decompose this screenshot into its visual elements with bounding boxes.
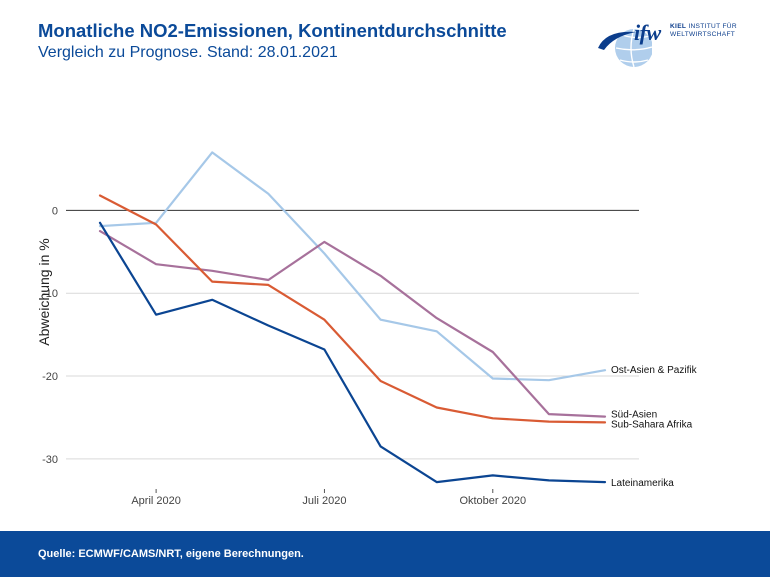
y-tick-label: 0 — [52, 205, 58, 217]
chart-subtitle: Vergleich zu Prognose. Stand: 28.01.2021 — [38, 44, 338, 61]
x-tick-label: Oktober 2020 — [459, 495, 526, 507]
logo-weltwirtschaft: WELTWIRTSCHAFT — [670, 31, 736, 38]
series-line — [98, 221, 607, 484]
series-label: Sub-Sahara Afrika — [611, 419, 693, 430]
chart-title: Monatliche NO2-Emissionen, Kontinentdurc… — [38, 20, 507, 41]
globe-icon — [598, 28, 652, 68]
x-tick-label: April 2020 — [131, 495, 181, 507]
logo-wordmark: ifw — [634, 20, 661, 45]
series-label: Ost-Asien & Pazifik — [611, 365, 698, 376]
y-tick-label: -20 — [42, 371, 58, 383]
series-line — [98, 230, 607, 418]
y-axis-label: Abweichung in % — [36, 238, 52, 345]
x-tick-label: Juli 2020 — [302, 495, 346, 507]
series-label: Lateinamerika — [611, 478, 674, 489]
ifw-logo: ifw KIEL INSTITUT FÜR WELTWIRTSCHAFT — [596, 14, 766, 70]
y-tick-label: -30 — [42, 454, 58, 466]
y-tick-label: -10 — [42, 288, 58, 300]
series-line — [98, 194, 607, 424]
source-note: Quelle: ECMWF/CAMS/NRT, eigene Berechnun… — [38, 548, 304, 560]
logo-institut: INSTITUT FÜR — [686, 23, 737, 30]
line-chart: 0 -10 -20 -30 Abweichung in % April 2020 Juli … — [36, 151, 698, 507]
series-line — [98, 151, 607, 382]
footer-bar: Quelle: ECMWF/CAMS/NRT, eigene Berechnun… — [0, 531, 770, 577]
logo-kiel: KIEL — [670, 23, 687, 30]
series-label: Süd-Asien — [611, 410, 657, 421]
